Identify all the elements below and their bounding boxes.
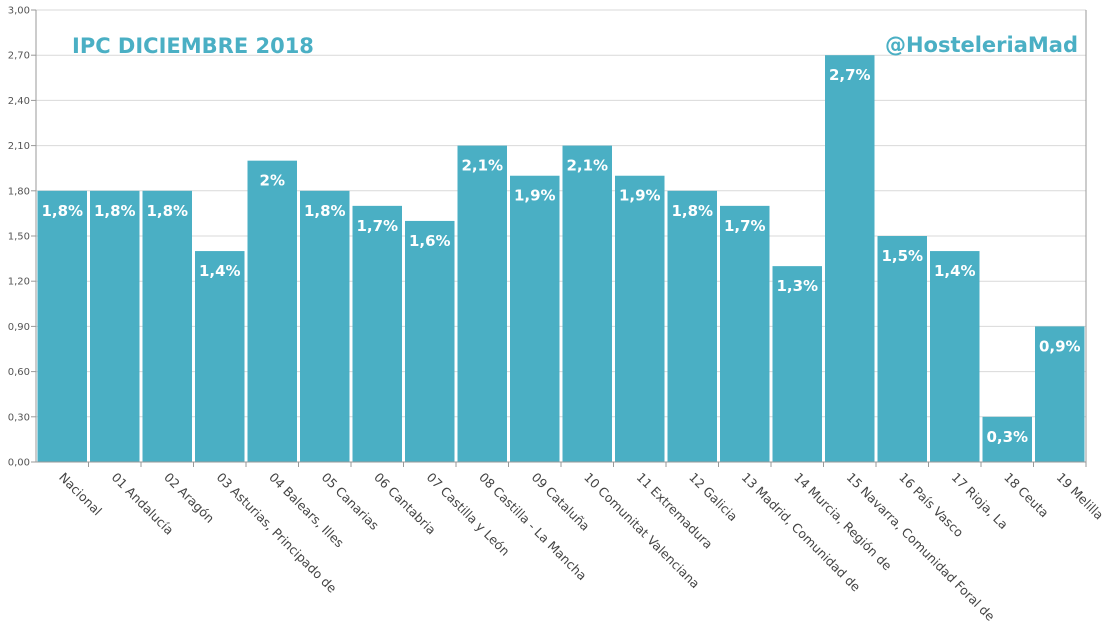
bar bbox=[877, 236, 927, 462]
bar-value-label: 2,7% bbox=[829, 66, 871, 84]
bar bbox=[90, 190, 140, 463]
bar-value-label: 1,9% bbox=[514, 187, 556, 205]
bar bbox=[667, 190, 717, 463]
bar-value-label: 2% bbox=[260, 172, 285, 190]
bar bbox=[352, 205, 402, 462]
bar bbox=[300, 190, 350, 463]
bar-value-label: 1,8% bbox=[146, 202, 188, 220]
data-labels: 1,8% 1,8% 1,8% 1,4% 2% 1,8% 1,7% 1,6% 2,1% 1,9% 2,… bbox=[41, 66, 1080, 446]
bar-value-label: 1,7% bbox=[356, 217, 398, 235]
bar-value-label: 1,6% bbox=[409, 232, 451, 250]
bar-value-label: 0,3% bbox=[986, 428, 1028, 446]
bar-value-label: 1,8% bbox=[304, 202, 346, 220]
bar-value-label: 0,9% bbox=[1039, 337, 1081, 355]
bar bbox=[562, 145, 612, 462]
bar bbox=[195, 251, 245, 462]
bar bbox=[142, 190, 192, 463]
y-tick-label: 3,00 bbox=[8, 6, 30, 17]
bar-value-label: 1,8% bbox=[671, 202, 713, 220]
bar-value-label: 1,9% bbox=[619, 187, 661, 205]
y-tick-label: 0,00 bbox=[8, 458, 30, 469]
bar bbox=[37, 190, 87, 463]
bar bbox=[825, 55, 875, 462]
y-tick-label: 0,30 bbox=[8, 412, 30, 423]
bar bbox=[457, 145, 507, 462]
y-tick-label: 2,70 bbox=[8, 51, 30, 62]
bar bbox=[982, 416, 1032, 462]
bar-value-label: 2,1% bbox=[566, 157, 608, 175]
bar bbox=[405, 220, 455, 462]
bar bbox=[930, 251, 980, 462]
bar-value-label: 2,1% bbox=[461, 157, 503, 175]
bar-value-label: 1,7% bbox=[724, 217, 766, 235]
bar-value-label: 1,4% bbox=[199, 262, 241, 280]
bar bbox=[615, 175, 665, 462]
bar-value-label: 1,8% bbox=[94, 202, 136, 220]
y-tick-label: 1,80 bbox=[8, 186, 30, 197]
y-tick-label: 2,40 bbox=[8, 96, 30, 107]
y-tick-label: 0,60 bbox=[8, 367, 30, 378]
bar bbox=[720, 205, 770, 462]
y-tick-label: 1,20 bbox=[8, 277, 30, 288]
watermark-handle: @HosteleriaMad bbox=[885, 33, 1078, 57]
bar-value-label: 1,3% bbox=[776, 277, 818, 295]
y-tick-label: 2,10 bbox=[8, 141, 30, 152]
chart-title: IPC DICIEMBRE 2018 bbox=[72, 34, 314, 58]
bars bbox=[37, 55, 1085, 463]
bar-value-label: 1,5% bbox=[881, 247, 923, 265]
bar bbox=[772, 266, 822, 462]
y-tick-label: 1,50 bbox=[8, 232, 30, 243]
y-tick-label: 0,90 bbox=[8, 322, 30, 333]
bar bbox=[510, 175, 560, 462]
bar-value-label: 1,4% bbox=[934, 262, 976, 280]
bar bbox=[1035, 326, 1085, 462]
bar-value-label: 1,8% bbox=[41, 202, 83, 220]
bar bbox=[247, 160, 297, 462]
y-axis: 0,00 0,30 0,60 0,90 1,20 1,50 1,80 2,10 2,40 2,70… bbox=[8, 6, 1087, 469]
